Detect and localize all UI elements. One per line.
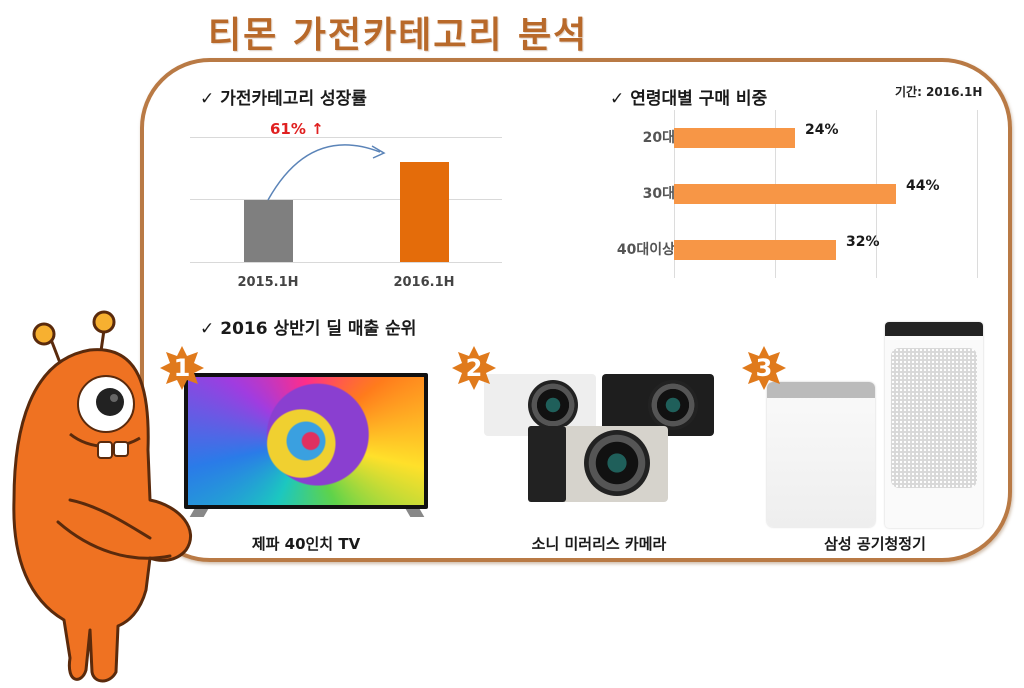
rank-badge-3: 3 — [740, 344, 788, 392]
product-name: 삼성 공기청정기 — [824, 535, 926, 553]
growth-rate-label: 61% ↑ — [270, 120, 324, 138]
camera-silver-image — [528, 426, 668, 502]
check-icon: ✓ — [200, 89, 215, 109]
check-icon: ✓ — [610, 89, 625, 109]
age-bar-chart: 20대 24% 30대 44% 40대이상 32% — [590, 110, 990, 285]
age-row-30s: 30대 44% — [590, 178, 990, 204]
value-label: 24% — [805, 122, 839, 138]
age-row-40s-plus: 40대이상 32% — [590, 234, 990, 260]
product-name: 소니 미러리스 카메라 — [531, 535, 667, 553]
ranking-section-title: ✓ 2016 상반기 딜 매출 순위 — [200, 319, 417, 339]
growth-arrow-icon — [267, 144, 386, 201]
growth-section-title: ✓ 가전카테고리 성장률 — [200, 89, 367, 109]
value-label: 32% — [846, 234, 880, 250]
rank-badge-2: 2 — [450, 344, 498, 392]
period-label: 기간: 2016.1H — [895, 85, 983, 99]
category-label: 30대 — [642, 186, 675, 202]
content-frame — [140, 58, 1012, 562]
page-title: 티몬 가전카테고리 분석 — [208, 15, 589, 56]
check-icon: ✓ — [200, 319, 215, 339]
star-badge-icon — [160, 346, 204, 390]
grid-line — [977, 110, 978, 278]
star-badge-icon — [742, 346, 786, 390]
grid-line — [190, 262, 502, 263]
bar-2015-1h — [244, 200, 293, 262]
growth-bar-chart: 2015.1H 2016.1H — [190, 110, 502, 290]
value-label: 44% — [906, 178, 940, 194]
camera-white-image — [484, 374, 596, 436]
age-row-20s: 20대 24% — [590, 122, 990, 148]
camera-black-image — [602, 374, 714, 436]
rank-badge-1: 1 — [158, 344, 206, 392]
x-label: 2015.1H — [237, 275, 299, 290]
age-section-title: ✓ 연령대별 구매 비중 — [610, 89, 768, 109]
tv-image — [184, 373, 428, 509]
x-label: 2016.1H — [393, 275, 455, 290]
grid-line — [190, 199, 502, 200]
star-badge-icon — [452, 346, 496, 390]
air-purifier-small-image — [767, 382, 875, 527]
mascot-character-icon — [12, 310, 193, 683]
bar-40s-plus — [674, 240, 836, 260]
product-name: 제파 40인치 TV — [251, 535, 361, 553]
bar-30s — [674, 184, 896, 204]
grid-line — [190, 137, 502, 138]
air-purifier-tall-image — [885, 322, 983, 528]
bar-20s — [674, 128, 795, 148]
category-label: 40대이상 — [616, 242, 675, 258]
category-label: 20대 — [642, 130, 675, 146]
bar-2016-1h — [400, 162, 449, 262]
